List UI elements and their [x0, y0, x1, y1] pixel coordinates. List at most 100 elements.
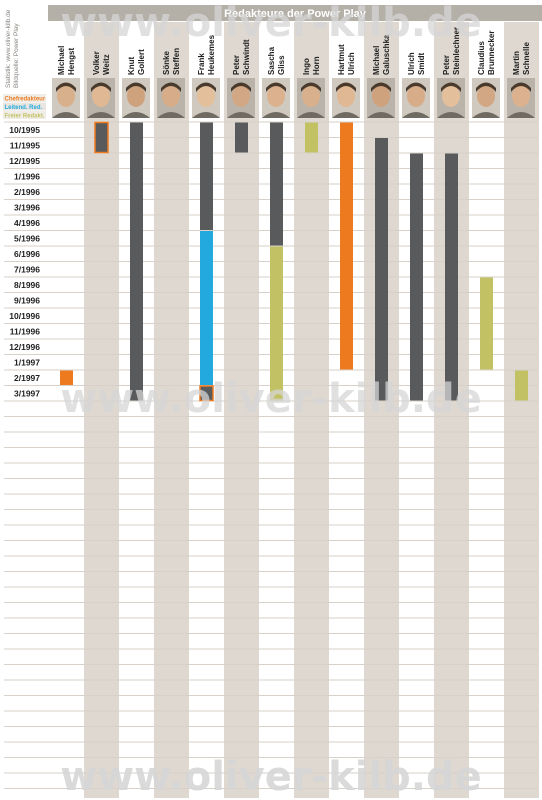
editor-last-name: Hengst	[67, 48, 76, 75]
tenure-bar-leitender	[200, 231, 213, 385]
editor-photo-face	[127, 85, 145, 107]
tenure-bar-freier	[305, 122, 318, 153]
editor-photo-hair	[126, 82, 146, 92]
editor-photo-hair	[231, 82, 251, 92]
month-label: 12/1996	[9, 342, 40, 352]
month-label: 4/1996	[14, 218, 40, 228]
editor-last-name: Steinlechner	[452, 27, 461, 75]
month-label: 10/1996	[9, 311, 40, 321]
editor-photo-shoulders	[402, 112, 430, 118]
editor-photo-face	[477, 85, 495, 107]
editor-photo-shoulders	[367, 112, 395, 118]
editor-photo-hair	[161, 82, 181, 92]
editor-photo-shoulders	[507, 112, 535, 118]
month-label: 2/1997	[14, 373, 40, 383]
editor-last-name: Ulrich	[347, 52, 356, 75]
month-label: 5/1996	[14, 234, 40, 244]
editor-first-name: Claudius	[477, 41, 486, 75]
editor-photo-shoulders	[262, 112, 290, 118]
editor-photos	[52, 78, 535, 118]
editor-last-name: Schnelle	[522, 42, 531, 75]
editor-last-name: Steffen	[172, 48, 181, 75]
editor-photo-hair	[406, 82, 426, 92]
tenure-bar-chefredakteur	[340, 122, 353, 370]
editor-photo-shoulders	[87, 112, 115, 118]
editor-photo-face	[407, 85, 425, 107]
editor-photo-face	[337, 85, 355, 107]
month-label: 6/1996	[14, 249, 40, 259]
month-label: 10/1995	[9, 125, 40, 135]
credit-line-statistik: Statistik: www.oliver-kilb.de	[5, 9, 12, 88]
editor-last-name: Weitz	[102, 54, 111, 75]
editor-first-name: Frank	[197, 53, 206, 75]
month-label: 11/1995	[10, 141, 41, 151]
month-label: 3/1996	[14, 203, 40, 213]
editor-photo-hair	[56, 82, 76, 92]
tenure-bar-redakteur	[235, 122, 248, 153]
editor-column-band	[154, 22, 189, 798]
editor-first-name: Michael	[57, 46, 66, 75]
watermark-bottom: www.oliver-kilb.de	[60, 754, 482, 800]
editor-photo-face	[162, 85, 180, 107]
editor-first-name: Michael	[372, 46, 381, 75]
tenure-bars	[60, 121, 528, 402]
editor-photo-hair	[336, 82, 356, 92]
editor-last-name: Heukemes	[207, 34, 216, 75]
credits: Statistik: www.oliver-kilb.de Bildquelle…	[5, 9, 20, 88]
editor-first-name: Sönke	[162, 50, 171, 75]
watermark-middle: www.oliver-kilb.de	[60, 376, 482, 422]
editor-first-name: Hartmut	[337, 44, 346, 75]
tenure-bar-redakteur	[130, 122, 143, 401]
editor-photo-hair	[266, 82, 286, 92]
editor-photo-face	[197, 85, 215, 107]
editor-first-name: Knut	[127, 56, 136, 75]
month-labels: 10/1995 11/1995 12/1995 1/1996 2/1996 3/1996 4…	[9, 125, 40, 399]
editor-photo-face	[442, 85, 460, 107]
editor-last-name: Smidt	[417, 52, 426, 75]
tenure-bar-redakteur	[375, 138, 388, 401]
legend-item-chefredakteur: Chefredakteur	[5, 96, 46, 102]
month-label: 11/1996	[10, 327, 41, 337]
editor-last-name: Schwindt	[242, 39, 251, 75]
editor-photo-hair	[511, 82, 531, 92]
editor-photo-shoulders	[122, 112, 150, 118]
tenure-bar-redakteur	[410, 153, 423, 401]
editor-first-name: Volker	[92, 51, 101, 75]
credit-line-bildquelle: Bildquelle: Power Play	[13, 23, 20, 88]
legend: Chefredakteur Leitend. Red. Freier Redakt.	[3, 94, 46, 119]
title-bar	[48, 5, 542, 21]
editor-photo-hair	[371, 82, 391, 92]
watermarks: www.oliver-kilb.de www.oliver-kilb.de ww…	[60, 0, 482, 800]
editor-photo-shoulders	[472, 112, 500, 118]
editor-last-name: Galuschka	[382, 34, 391, 75]
legend-swatch-bg	[3, 111, 46, 119]
legend-swatch-bg	[3, 94, 46, 102]
editor-last-name: Horn	[312, 56, 321, 75]
legend-item-freier: Freier Redakt.	[5, 113, 45, 119]
editor-photo-shoulders	[157, 112, 185, 118]
watermark-top: www.oliver-kilb.de	[60, 0, 482, 46]
legend-item-leitender: Leitend. Red.	[5, 105, 43, 111]
tenure-bar-freier	[480, 277, 493, 370]
editor-column-band	[434, 22, 469, 798]
editor-photo-hair	[476, 82, 496, 92]
editor-column-band	[504, 22, 539, 798]
editor-photo-face	[57, 85, 75, 107]
month-label: 12/1995	[9, 156, 40, 166]
month-label: 1/1997	[14, 358, 40, 368]
editor-photo-face	[232, 85, 250, 107]
chart-header: Redakteure der Power Play	[48, 5, 542, 21]
editor-photo-hair	[441, 82, 461, 92]
tenure-bar-chefredakteur	[60, 370, 73, 385]
editor-photo-shoulders	[52, 112, 80, 118]
editor-first-name: Martin	[512, 51, 521, 75]
tenure-bar-freier	[515, 370, 528, 401]
month-label: 7/1996	[14, 265, 40, 275]
chart-title: Redakteure der Power Play	[224, 8, 367, 20]
month-label: 2/1996	[14, 187, 40, 197]
editor-photo-face	[302, 85, 320, 107]
tenure-bar-redakteur	[270, 122, 283, 246]
editor-names: Michael Hengst Volker Weitz Knut Gollert Sönke…	[57, 27, 531, 75]
